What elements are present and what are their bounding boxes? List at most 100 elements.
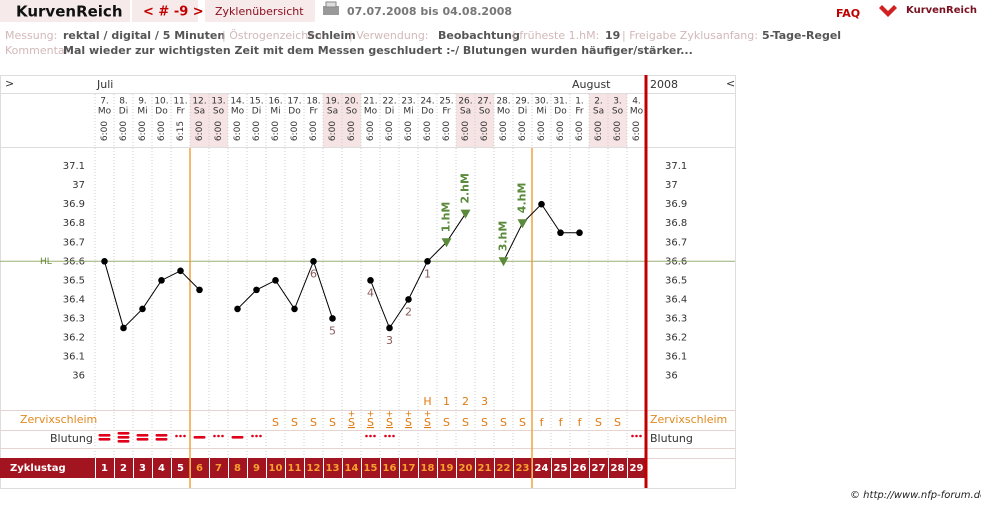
bleeding-mark <box>117 432 130 443</box>
cycle-day: 6 <box>196 463 203 474</box>
cervical-plus: + <box>348 410 356 420</box>
weekday: Mo <box>364 107 378 117</box>
weekday: Fr <box>309 107 318 117</box>
cycle-day: 20 <box>459 463 473 474</box>
cycle-nav[interactable]: < # -9 > <box>143 5 204 20</box>
y-tick-label-right: 37.1 <box>665 161 687 172</box>
time: 6:00 <box>575 121 585 141</box>
temp-point <box>158 277 165 284</box>
y-tick-label-right: 36.4 <box>665 294 687 305</box>
hm-label: 4.hM <box>516 183 529 214</box>
date: 8. <box>119 97 128 107</box>
weekday: Di <box>119 107 128 117</box>
time: 6:00 <box>138 121 148 141</box>
brand-icon <box>879 5 897 17</box>
weekday: Fr <box>442 107 451 117</box>
bleed-bar <box>136 434 149 437</box>
temp-point <box>120 324 127 332</box>
cervical-sign: f <box>578 416 583 429</box>
comment-label: Kommentar: <box>5 44 73 57</box>
cervical-sign: S <box>500 416 507 429</box>
point-label: 2 <box>405 305 412 318</box>
cycle-day: 27 <box>592 463 606 474</box>
temp-point <box>234 305 241 313</box>
cycle-day: 7 <box>215 463 222 474</box>
year: 2008 <box>650 78 678 91</box>
y-tick-label: 36.4 <box>63 294 85 305</box>
cycle-day: 28 <box>611 463 625 474</box>
y-tick-label: 36.5 <box>63 275 85 286</box>
spot-dot <box>369 434 372 438</box>
y-tick-label: 36 <box>72 371 85 382</box>
weekday: Mi <box>536 107 546 117</box>
hm-point <box>517 219 528 229</box>
weekday: Mi <box>137 107 147 117</box>
weekend-shade <box>209 94 228 147</box>
cervical-sign: S <box>614 416 621 429</box>
spot-dot <box>384 434 387 438</box>
weekend-shade <box>342 94 361 147</box>
peak-label: 3 <box>481 395 488 408</box>
weekday: Di <box>252 107 261 117</box>
bleed-bar <box>155 438 168 441</box>
field-value: Schleim <box>307 29 356 42</box>
y-tick-label-right: 36.5 <box>665 275 687 286</box>
y-tick-label: 37 <box>72 180 85 191</box>
date: 24. <box>420 97 434 107</box>
weekday: Mo <box>630 107 644 117</box>
spot-dot <box>251 434 254 438</box>
print-icon[interactable] <box>323 1 339 15</box>
month: August <box>572 78 611 91</box>
date: 19. <box>325 97 339 107</box>
y-tick-label: 36.3 <box>63 313 85 324</box>
date: 12. <box>192 97 206 107</box>
y-tick-label-right: 36.9 <box>665 199 687 210</box>
temp-point <box>196 286 203 294</box>
bleed-bar <box>98 434 111 437</box>
bleeding-mark <box>193 436 206 439</box>
date: 4. <box>632 97 641 107</box>
peak-label: H <box>423 395 431 408</box>
bleeding-mark <box>631 434 642 438</box>
date: 10. <box>154 97 168 107</box>
point-label: 5 <box>329 324 336 337</box>
weekday: Do <box>421 107 434 117</box>
y-tick-label: 36.7 <box>63 237 85 248</box>
field-value: 19 <box>605 29 620 42</box>
cervical-sign: S <box>329 416 336 429</box>
date: 7. <box>100 97 109 107</box>
date: 23. <box>401 97 415 107</box>
cervical-plus: + <box>424 410 432 420</box>
date: 11. <box>173 97 187 107</box>
date: 17. <box>287 97 301 107</box>
y-tick-label: 36.8 <box>63 218 85 229</box>
cycle-day: 18 <box>421 463 435 474</box>
date: 3. <box>613 97 622 107</box>
weekday: Do <box>288 107 301 117</box>
cervical-plus: + <box>367 410 375 420</box>
temp-point <box>291 305 298 313</box>
faq-link[interactable]: FAQ <box>836 7 860 20</box>
time: 6:00 <box>157 121 167 141</box>
cycle-day: 12 <box>307 463 321 474</box>
cycle-day: 13 <box>326 463 340 474</box>
point-label: 3 <box>386 334 393 347</box>
logo-box <box>0 0 130 22</box>
weekend-shade <box>190 94 209 147</box>
date-range: 07.07.2008 bis 04.08.2008 <box>347 5 512 18</box>
field-label: | Östrogenzeichen: <box>222 29 326 42</box>
month: Juli <box>96 78 113 91</box>
spot-dot <box>635 434 638 438</box>
cycle-day: 25 <box>554 463 568 474</box>
weekday: So <box>479 107 491 117</box>
cervical-label: Zervixschleim <box>20 413 97 426</box>
hm-label: 1.hM <box>440 202 453 233</box>
temp-point <box>367 277 374 284</box>
time: 6:00 <box>461 121 471 141</box>
overview-tab[interactable]: Zyklenübersicht <box>215 5 304 18</box>
time: 6:15 <box>176 121 186 141</box>
time: 6:00 <box>309 121 319 141</box>
cervical-sign: f <box>559 416 564 429</box>
time: 6:00 <box>347 121 357 141</box>
